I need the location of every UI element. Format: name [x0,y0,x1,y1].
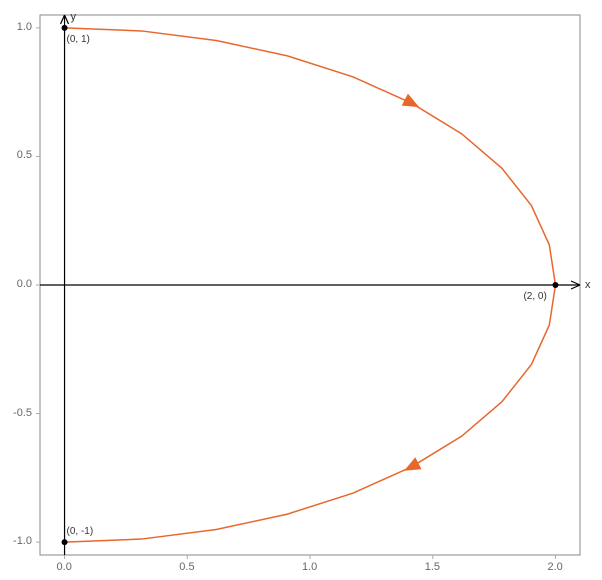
x-tick-label: 0.5 [179,561,194,573]
x-tick-label: 1.0 [302,561,317,573]
y-axis-label: y [71,11,77,23]
point-label: (2, 0) [523,291,546,302]
point-label: (0, 1) [67,34,90,45]
y-tick-label: -1.0 [13,535,32,547]
parametric-chart: 0.0 0.5 1.0 1.5 2.0 -1.0 -0.5 0.0 0.5 1.0 x y (0, 1)… [0,0,602,580]
point-label: (0, -1) [67,526,94,537]
y-tick-label: 0.0 [17,278,32,290]
y-tick-label: 1.0 [17,21,32,33]
x-tick-label: 2.0 [547,561,562,573]
x-axis-label: x [585,279,591,291]
chart-svg [0,0,602,580]
y-tick-label: -0.5 [13,407,32,419]
x-tick-label: 0.0 [57,561,72,573]
y-tick-label: 0.5 [17,149,32,161]
x-tick-label: 1.5 [425,561,440,573]
